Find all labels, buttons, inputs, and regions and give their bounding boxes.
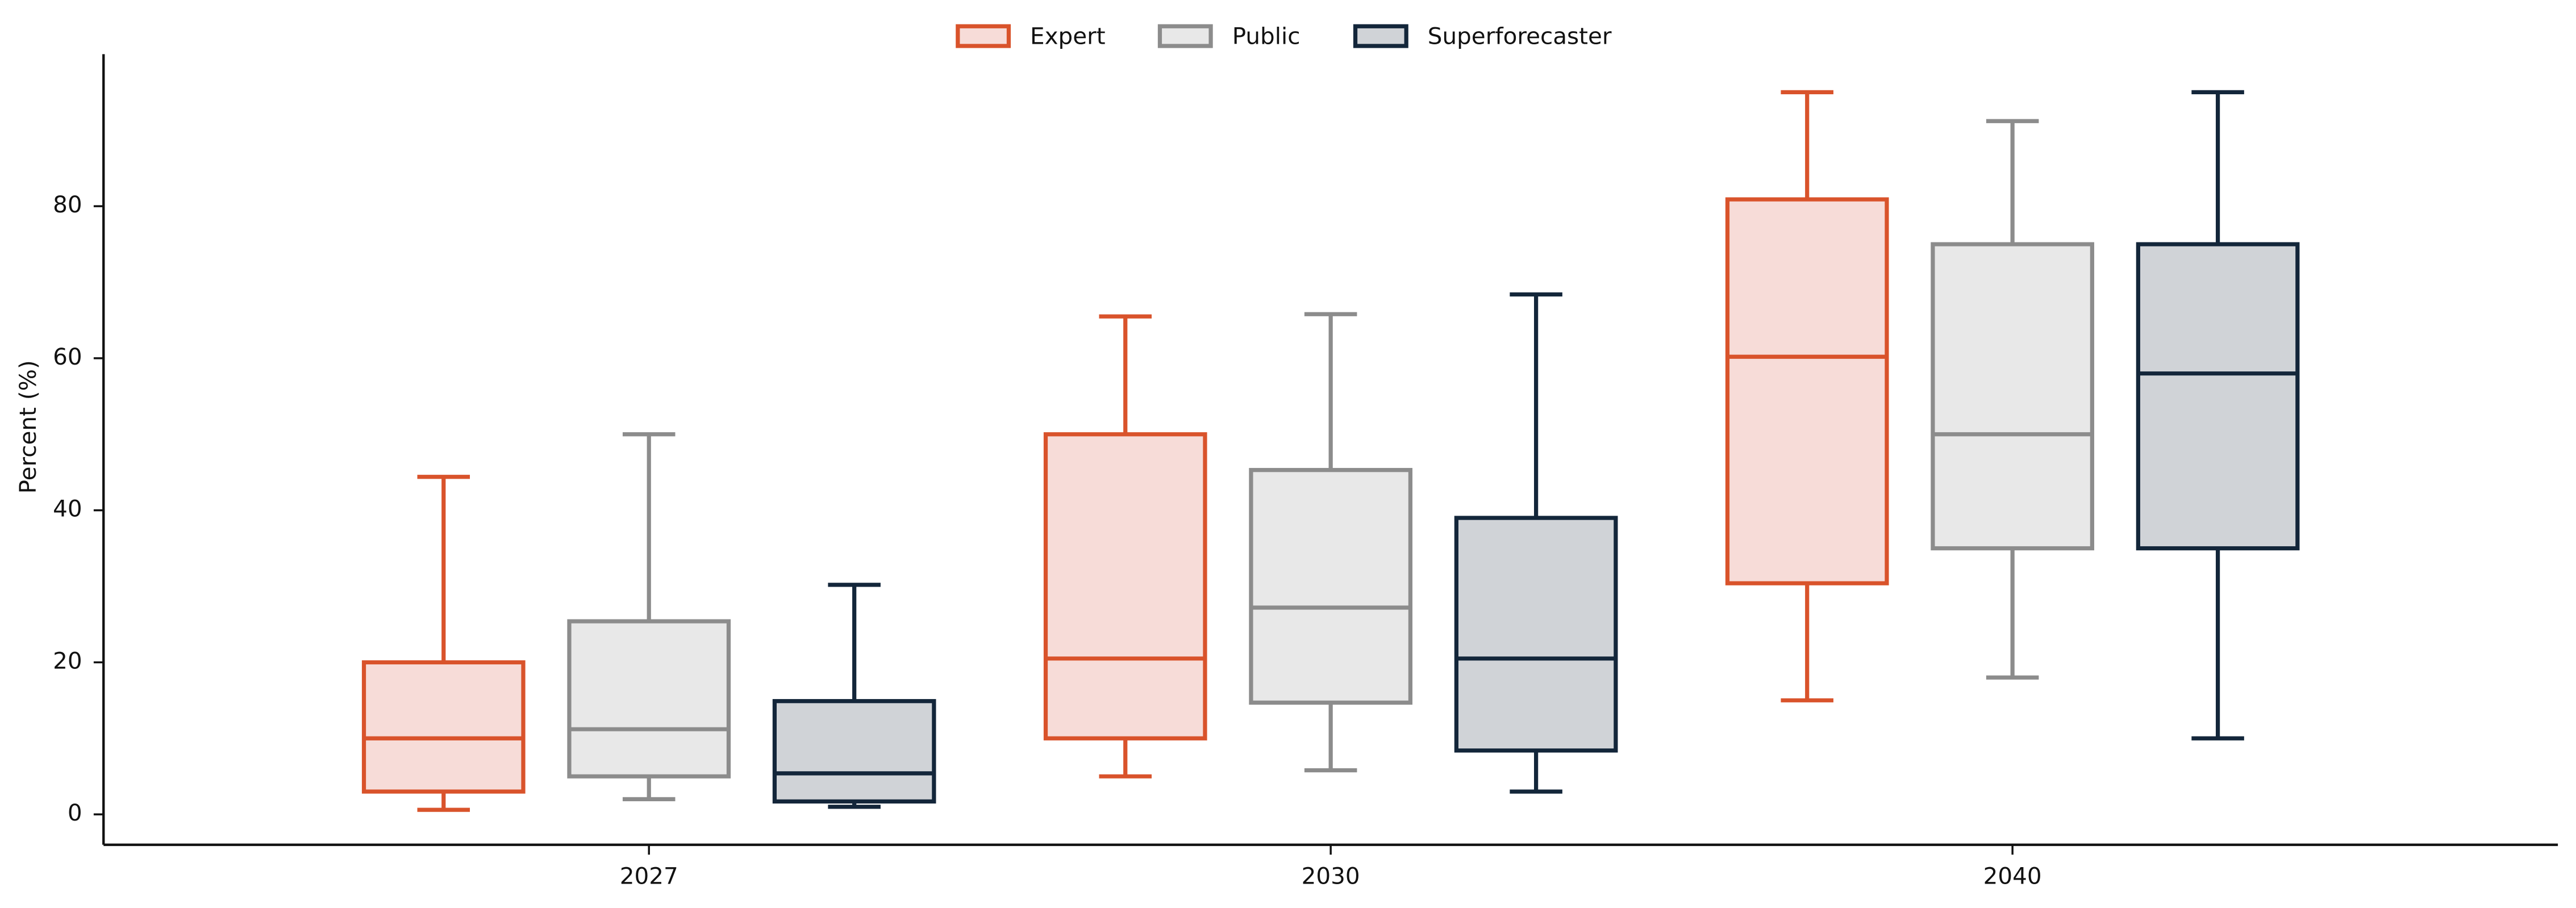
box [1931, 242, 2095, 551]
box [1725, 197, 1889, 585]
box [1454, 516, 1618, 753]
box [1043, 432, 1207, 740]
x-tick-label: 2030 [1302, 863, 1360, 890]
legend-swatch [1353, 24, 1408, 48]
box [1249, 468, 1413, 705]
legend-label: Expert [1030, 23, 1106, 50]
y-tick-label: 80 [53, 191, 82, 218]
y-tick-label: 20 [53, 647, 82, 674]
box [361, 660, 526, 794]
legend-label: Public [1232, 23, 1300, 50]
x-tick-label: 2027 [620, 863, 678, 890]
y-axis-label: Percent (%) [14, 360, 41, 493]
box [772, 699, 936, 804]
y-tick-label: 60 [53, 343, 82, 370]
y-tick-label: 40 [53, 495, 82, 522]
legend-swatch [1157, 24, 1213, 48]
box [2136, 242, 2300, 551]
legend-swatch [956, 24, 1011, 48]
y-tick-label: 0 [68, 799, 82, 826]
legend-label: Superforecaster [1428, 23, 1612, 50]
x-tick-label: 2040 [1983, 863, 2042, 890]
box [567, 619, 731, 779]
